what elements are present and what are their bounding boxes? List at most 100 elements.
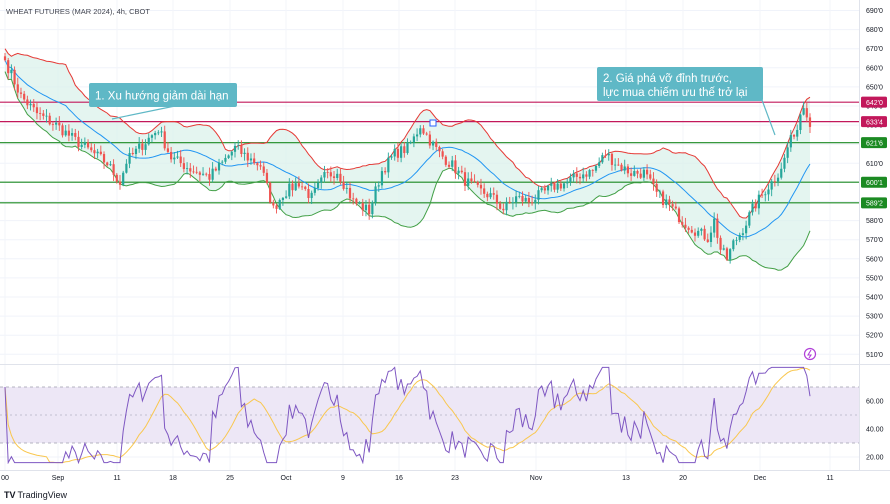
candle bbox=[249, 153, 253, 165]
tradingview-logo[interactable]: TV TradingView bbox=[4, 490, 67, 500]
candle bbox=[521, 191, 524, 206]
candle bbox=[444, 155, 447, 167]
candle-body bbox=[425, 133, 428, 135]
time-tick-label: 16 bbox=[395, 475, 403, 482]
candle-body bbox=[572, 173, 575, 178]
candle-body bbox=[725, 248, 729, 260]
candle-body bbox=[655, 183, 658, 192]
candle bbox=[176, 150, 179, 159]
candle-body bbox=[45, 115, 48, 117]
candle bbox=[601, 152, 604, 164]
callout-2-pointer bbox=[761, 99, 776, 136]
candle bbox=[326, 168, 329, 179]
candle-body bbox=[99, 151, 102, 155]
candle bbox=[304, 185, 307, 191]
candle-body bbox=[134, 148, 138, 155]
candle bbox=[403, 142, 406, 158]
price-tick-label: 550'0 bbox=[866, 275, 883, 282]
candle bbox=[396, 142, 400, 163]
callout-1-box[interactable] bbox=[89, 83, 237, 107]
candle bbox=[527, 191, 530, 208]
candle bbox=[738, 232, 741, 243]
candle-body bbox=[444, 156, 447, 165]
candle bbox=[687, 226, 690, 234]
candle-body bbox=[642, 169, 645, 178]
candle-body bbox=[671, 204, 674, 207]
candle bbox=[125, 159, 128, 174]
candle-body bbox=[435, 141, 438, 147]
candle bbox=[240, 140, 243, 158]
candle bbox=[786, 141, 789, 164]
level-label-box bbox=[861, 137, 887, 149]
candle bbox=[716, 213, 719, 244]
time-tick-label: 9 bbox=[341, 475, 345, 482]
candle-body bbox=[409, 142, 412, 144]
candle-body bbox=[179, 156, 182, 164]
candle-body bbox=[610, 153, 614, 165]
candle-body bbox=[556, 183, 559, 190]
candle-body bbox=[173, 157, 176, 160]
candle-body bbox=[390, 156, 393, 158]
candle-body bbox=[438, 146, 441, 152]
time-axis[interactable]: 00 Sep 11 18 25 Oct 9 16 23 Nov 13 20 Dec 11 bbox=[1, 475, 834, 482]
candle bbox=[697, 227, 700, 238]
candle-body bbox=[380, 171, 384, 186]
candle bbox=[677, 206, 681, 224]
callout-2-box[interactable] bbox=[597, 67, 763, 101]
candle bbox=[173, 151, 176, 165]
candle bbox=[256, 161, 259, 171]
candle bbox=[339, 168, 342, 185]
candle-body bbox=[368, 204, 371, 215]
candle bbox=[543, 184, 546, 194]
candle bbox=[368, 198, 371, 220]
candle-body bbox=[230, 151, 233, 156]
candle bbox=[246, 147, 249, 168]
alert-icon[interactable] bbox=[803, 347, 817, 361]
candle bbox=[29, 99, 32, 111]
candle bbox=[690, 225, 693, 234]
candle bbox=[77, 130, 80, 152]
drawing-handle[interactable] bbox=[429, 119, 437, 127]
candle bbox=[93, 143, 96, 160]
candle-body bbox=[310, 192, 313, 199]
candle-body bbox=[74, 132, 77, 137]
candle-body bbox=[521, 195, 524, 202]
candle bbox=[451, 155, 454, 172]
candle-body bbox=[272, 202, 275, 206]
candle bbox=[470, 171, 473, 184]
rsi-line bbox=[4, 366, 811, 464]
time-tick-label: 11 bbox=[826, 475, 833, 482]
candle bbox=[157, 130, 160, 136]
candle bbox=[313, 182, 316, 196]
candle-body bbox=[217, 162, 221, 171]
time-tick-label: 18 bbox=[169, 475, 177, 482]
candle-body bbox=[684, 224, 687, 228]
candle bbox=[163, 125, 166, 151]
time-tick-label: 00 bbox=[1, 475, 9, 482]
candle-body bbox=[35, 107, 39, 114]
candle-body bbox=[419, 128, 422, 135]
candle-body bbox=[313, 188, 316, 193]
candle-body bbox=[518, 195, 521, 197]
candle bbox=[681, 216, 684, 228]
candle bbox=[393, 144, 396, 161]
price-tick-label: 570'0 bbox=[866, 237, 883, 244]
price-tick-label: 680'0 bbox=[866, 27, 883, 34]
candle bbox=[348, 182, 352, 203]
candle-body bbox=[224, 157, 227, 162]
rsi-axis[interactable]: 20.00 40.00 60.00 bbox=[866, 399, 884, 462]
candle-body bbox=[29, 103, 32, 106]
candle bbox=[569, 173, 572, 186]
candle bbox=[352, 192, 355, 205]
candle-body bbox=[80, 144, 83, 147]
candle-body bbox=[553, 183, 556, 190]
candle bbox=[131, 147, 134, 156]
candle bbox=[441, 148, 444, 160]
candle-body bbox=[112, 164, 115, 175]
candle-body bbox=[681, 222, 684, 225]
candle bbox=[476, 180, 479, 188]
candle-body bbox=[23, 93, 26, 100]
candle bbox=[540, 186, 543, 193]
candle bbox=[575, 167, 578, 184]
candle-body bbox=[400, 146, 403, 158]
